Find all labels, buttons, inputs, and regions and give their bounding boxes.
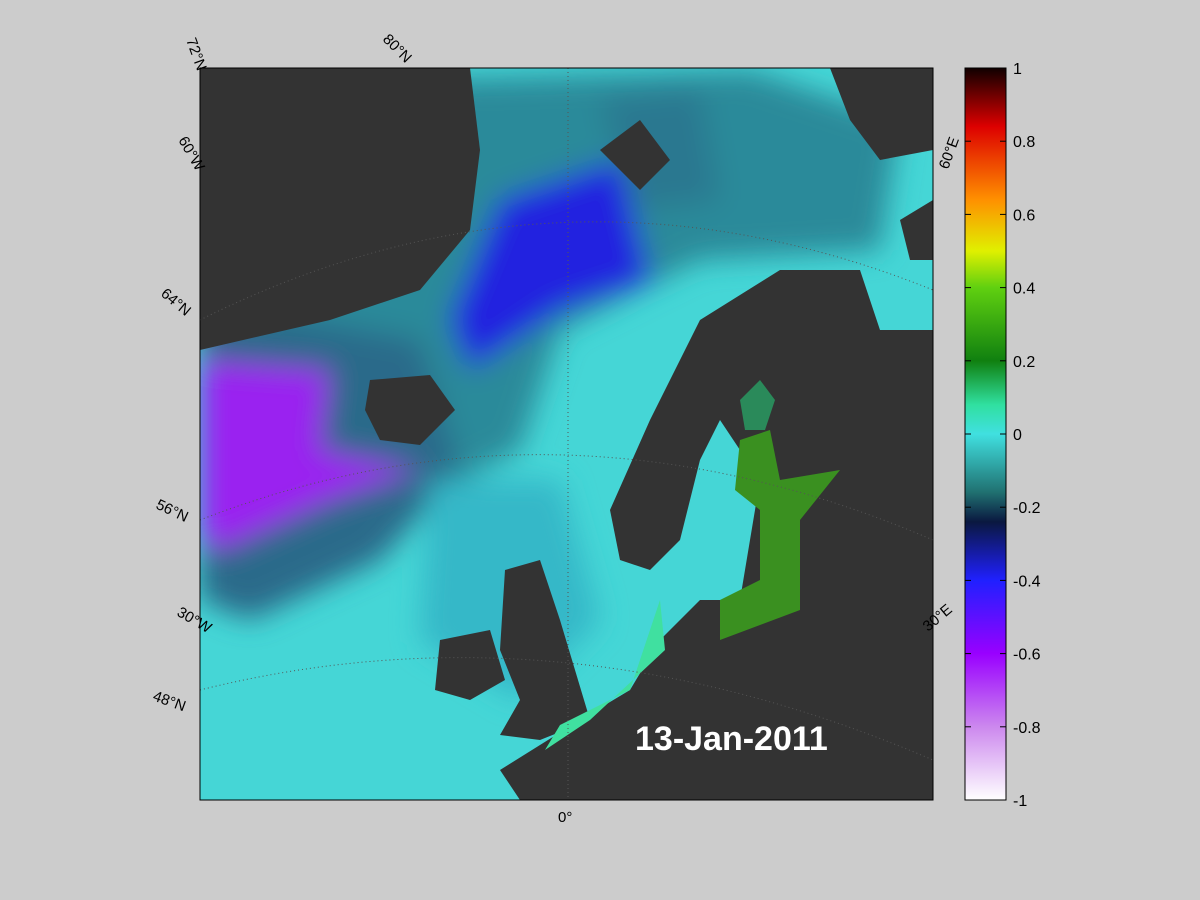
- colorbar-tick-label: -0.2: [1013, 500, 1041, 517]
- colorbar-tick-label: -0.8: [1013, 720, 1041, 737]
- colorbar-tick-label: -0.4: [1013, 573, 1041, 590]
- bothnia: [740, 380, 775, 430]
- baltic: [720, 430, 840, 640]
- grid-label: 0°: [558, 809, 572, 826]
- date-label: 13-Jan-2011: [635, 720, 828, 758]
- colorbar-tick-label: -1: [1013, 793, 1027, 810]
- colorbar: [964, 67, 1007, 801]
- grid-label: 60°E: [936, 135, 963, 172]
- map-frame: [199, 67, 934, 801]
- graticule: [200, 68, 933, 800]
- colorbar-tick-label: -0.6: [1013, 647, 1041, 664]
- colorbar-scale: [964, 67, 1007, 801]
- grid-label: 80°N: [379, 31, 415, 67]
- grid-label: 72°N: [182, 36, 209, 73]
- grid-label: 48°N: [151, 688, 188, 715]
- colorbar-tick-label: 0.2: [1013, 354, 1035, 371]
- colorbar-tick-label: 0.8: [1013, 134, 1035, 151]
- coastal-band: [545, 600, 665, 750]
- colorbar-tick-label: 1: [1013, 61, 1022, 78]
- colorbar-tick-label: 0.4: [1013, 281, 1035, 298]
- grid-label: 56°N: [153, 496, 191, 526]
- colorbar-tick-label: 0: [1013, 427, 1022, 444]
- land: [200, 68, 933, 800]
- grid-label: 64°N: [157, 285, 194, 320]
- colorbar-tick-label: 0.6: [1013, 207, 1035, 224]
- map: [200, 68, 933, 800]
